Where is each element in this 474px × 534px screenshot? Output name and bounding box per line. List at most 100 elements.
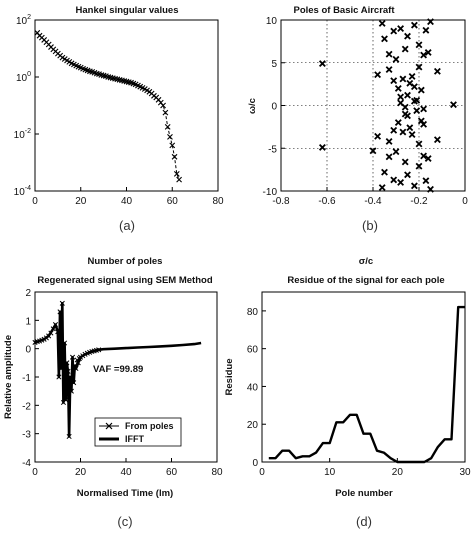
panel-c-point-16 [62, 340, 68, 346]
panel-a-point-58 [167, 133, 173, 140]
panel-b-point-17 [427, 18, 434, 26]
panel-b-point-57 [401, 103, 409, 111]
panel-b-point-5 [381, 35, 388, 43]
panel-c-point-11 [56, 374, 62, 380]
panel-b-point-30 [424, 155, 432, 162]
panel-d-y-tick-label-4: 80 [247, 307, 259, 318]
panel-b-point-60 [397, 93, 405, 101]
panel-b-point-32 [394, 84, 402, 92]
panel-b-point-55 [433, 136, 441, 144]
panel-b-point-24 [401, 158, 409, 166]
panel-b-point-39 [399, 128, 407, 136]
panel-c-point-38 [96, 347, 102, 353]
panel-d-x-tick-label-1: 10 [324, 467, 336, 478]
panel-b-point-0 [318, 60, 326, 68]
panel-b-point-4 [378, 19, 386, 27]
panel-d-y-axis-label: Residue [224, 359, 235, 396]
panel-c-point-24 [71, 380, 77, 386]
panel-a-plot-frame [34, 19, 219, 192]
panel-c-point-26 [73, 365, 79, 372]
panel-b-point-19 [381, 168, 388, 176]
panel-b-point-63 [420, 120, 428, 128]
panel-c: Number of poles Regenerated signal using… [3, 256, 223, 529]
panel-b-point-22 [392, 148, 400, 156]
panel-d-marks [268, 305, 465, 464]
panel-a-point-55 [160, 102, 166, 109]
panel-d-x-tick-label-2: 20 [392, 467, 404, 478]
panel-c-top-title: Number of poles [88, 256, 163, 267]
panel-a-x-tick-label-1: 20 [75, 196, 87, 207]
panel-c-point-18 [64, 360, 70, 366]
panel-a-point-62 [176, 176, 183, 183]
panel-a-x-tick-label-4: 80 [212, 196, 224, 207]
panel-b-point-49 [433, 67, 441, 75]
panel-b-point-42 [413, 107, 421, 115]
panel-b-point-27 [415, 162, 423, 170]
panel-b-point-21 [390, 176, 398, 184]
panel-d: σ/c Residue of the signal for each pole … [224, 256, 471, 529]
panel-b-point-31 [427, 185, 434, 193]
panel-a-y-tick-label-1: 10-2 [14, 128, 31, 141]
panel-a-point-61 [173, 171, 180, 177]
panel-b-point-45 [385, 66, 393, 74]
panel-c-point-22 [68, 388, 74, 394]
panel-c-point-4 [41, 336, 47, 342]
panel-d-y-tick-label-1: 20 [247, 420, 259, 431]
panel-c-point-9 [52, 322, 59, 328]
panel-c-point-30 [77, 354, 84, 360]
panel-a-x-tick-label-0: 0 [32, 196, 38, 207]
panel-c-point-7 [48, 330, 54, 336]
panel-b-x-tick-label-4: 0 [462, 196, 468, 207]
panel-c-y-tick-label-6: 2 [25, 288, 31, 299]
panel-d-x-axis-label: Pole number [335, 488, 393, 499]
panel-b-point-13 [415, 41, 423, 49]
panel-c-y-axis-label: Relative amplitude [3, 335, 14, 419]
panel-c-legend: From poles IFFT [94, 417, 182, 447]
panel-c-y-tick-label-0: -4 [22, 458, 31, 469]
panel-d-y-tick-label-0: 0 [252, 458, 258, 469]
panel-b-point-53 [408, 131, 416, 139]
panel-b-point-10 [401, 45, 409, 53]
panel-b-point-51 [385, 137, 393, 145]
panel-c-x-axis-label: Normalised Time (lm) [77, 488, 173, 499]
panel-b-point-6 [385, 50, 393, 58]
panel-b: Poles of Basic Aircraft -0.8 -0.6 -0.4 -0.2… [247, 5, 468, 233]
panel-b-point-52 [390, 126, 398, 134]
panel-d-y-ticks: 0 20 40 60 80 [247, 307, 266, 469]
panel-b-point-37 [417, 86, 425, 94]
panel-b-point-11 [404, 32, 411, 40]
panel-c-y-tick-label-4: 0 [25, 345, 31, 356]
panel-b-point-26 [410, 182, 418, 190]
panel-c-x-tick-label-3: 60 [166, 467, 178, 478]
panel-b-y-tick-label-4: 10 [266, 16, 278, 27]
panel-b-point-62 [410, 83, 418, 91]
panel-c-y-ticks: -4 -3 -2 -1 0 1 2 [22, 288, 39, 469]
panel-b-point-3 [369, 147, 377, 155]
panel-c-point-28 [75, 360, 81, 366]
panel-b-point-9 [397, 25, 405, 32]
panel-a: Hankel singular values 0 20 40 60 80 10-4 10-… [14, 5, 224, 233]
panel-b-point-28 [420, 152, 428, 160]
panel-b-point-46 [390, 77, 398, 85]
panel-b-y-tick-label-3: 5 [271, 59, 277, 70]
panel-c-title: Regenerated signal using SEM Method [37, 275, 212, 286]
panel-b-point-44 [374, 71, 382, 79]
panel-b-point-47 [408, 72, 416, 80]
panel-b-point-54 [415, 140, 423, 148]
panel-c-x-tick-label-1: 20 [75, 467, 87, 478]
panel-b-y-ticks: -10 -5 0 5 10 [263, 16, 285, 198]
panel-b-point-34 [404, 91, 411, 99]
panel-a-point-56 [162, 109, 169, 116]
panel-d-title: Residue of the signal for each pole [287, 275, 444, 286]
legend-from-poles-label: From poles [125, 421, 174, 431]
panel-b-marks [318, 18, 457, 193]
panel-d-top-title: σ/c [359, 256, 373, 267]
panel-b-point-41 [406, 124, 414, 132]
panel-b-point-20 [385, 153, 393, 161]
panel-c-y-tick-label-1: -3 [22, 430, 31, 441]
panel-c-vaf-annotation: VAF =99.89 [93, 364, 143, 375]
panel-a-point-60 [171, 153, 178, 160]
panel-b-point-29 [422, 177, 430, 185]
panel-a-point-59 [169, 142, 176, 149]
